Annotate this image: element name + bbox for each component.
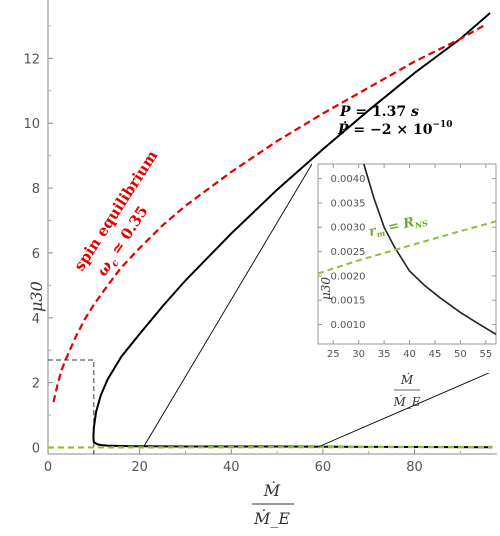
y-tick-label: 6 xyxy=(32,247,40,262)
inset-y-tick-label: 0.0030 xyxy=(331,223,366,234)
inset-y-tick-label: 0.0025 xyxy=(331,247,366,258)
inset-chart: 25 30 35 40 45 50 55 0.0010 0.0015 0.0020 0.0025 0.… xyxy=(312,161,500,409)
rns-subscript: NS xyxy=(413,218,429,231)
pdot-exponent: −10 xyxy=(432,120,452,130)
x-axis-label-numerator: Ṁ xyxy=(263,480,281,500)
series-line-spin xyxy=(52,24,484,403)
pdot-value: = −2 × 10 xyxy=(349,122,433,138)
y-axis-label: μ30 xyxy=(27,281,46,312)
inset-x-tick-label: 25 xyxy=(327,349,340,360)
x-tick-label: 60 xyxy=(315,460,332,475)
inset-axes: 25 30 35 40 45 50 55 0.0010 0.0015 0.0020 0.0025 0.… xyxy=(317,163,497,360)
inset-x-tick-label: 45 xyxy=(429,349,442,360)
zoom-line-left xyxy=(143,163,313,447)
inset-y-tick-label: 0.0040 xyxy=(331,174,366,185)
pdot-symbol: Ṗ xyxy=(337,119,349,138)
inset-series-line-main xyxy=(363,163,497,335)
inset-x-tick-label: 50 xyxy=(454,349,467,360)
inset-y-tick-label: 0.0010 xyxy=(331,320,366,331)
inset-y-tick-label: 0.0020 xyxy=(331,271,366,282)
x-tick-label: 40 xyxy=(223,460,240,475)
inset-x-tick-label: 30 xyxy=(352,349,365,360)
period-symbol: P xyxy=(339,104,351,120)
inset-frame xyxy=(317,163,497,345)
rns-symbol: = R xyxy=(382,215,416,237)
y-tick-label: 8 xyxy=(32,182,40,197)
zoom-line-right xyxy=(318,368,499,448)
rm-rns-label: rm = RNS xyxy=(368,212,429,241)
inset-y-tick-label: 0.0035 xyxy=(331,198,366,209)
inset-series-group xyxy=(317,163,497,335)
inset-x-tick-label: 35 xyxy=(378,349,391,360)
period-unit: s xyxy=(406,104,419,120)
inset-background xyxy=(312,161,500,373)
rm-symbol: r xyxy=(368,223,379,239)
y-tick-label: 2 xyxy=(32,377,40,392)
inset-x-tick-label: 40 xyxy=(403,349,416,360)
zoom-connector-lines xyxy=(143,163,499,448)
series-line-green xyxy=(47,445,493,449)
period-value: = 1.37 xyxy=(351,104,407,120)
inset-y-axis-label: μ30 xyxy=(319,277,333,300)
y-tick-label: 0 xyxy=(32,442,40,457)
main-axes: 0 20 40 60 80 0 2 4 6 8 10 12 xyxy=(23,0,497,475)
period-label: P = 1.37 s xyxy=(339,104,419,120)
rm-subscript: m xyxy=(376,228,387,240)
guide-dashed-line xyxy=(48,359,95,454)
x-tick-label: 80 xyxy=(406,460,423,475)
omega-subscript: c xyxy=(109,258,122,269)
series-line-main xyxy=(92,12,493,449)
y-tick-label: 4 xyxy=(32,312,40,327)
inset-series-line-green xyxy=(317,220,497,275)
rm-rns-label-group: rm = RNS xyxy=(368,212,429,241)
inset-y-tick-label: 0.0015 xyxy=(331,296,366,307)
x-tick-label: 0 xyxy=(44,460,52,475)
main-series-group xyxy=(47,12,493,449)
inset-x-tick-label: 55 xyxy=(479,349,492,360)
x-tick-label: 20 xyxy=(131,460,148,475)
y-tick-label: 12 xyxy=(23,52,40,67)
spin-equilibrium-label-group: spin equilibrium ωc ≃ 0.35 xyxy=(70,147,161,279)
inset-x-axis-label-denominator: Ṁ_E xyxy=(392,394,420,409)
pdot-label: Ṗ = −2 × 10−10 xyxy=(337,119,453,138)
y-axis-label-text: μ30 xyxy=(27,281,46,312)
x-axis-label-denominator: Ṁ_E xyxy=(253,508,290,528)
inset-x-axis-label-numerator: Ṁ xyxy=(400,372,414,387)
y-tick-label: 10 xyxy=(23,117,40,132)
